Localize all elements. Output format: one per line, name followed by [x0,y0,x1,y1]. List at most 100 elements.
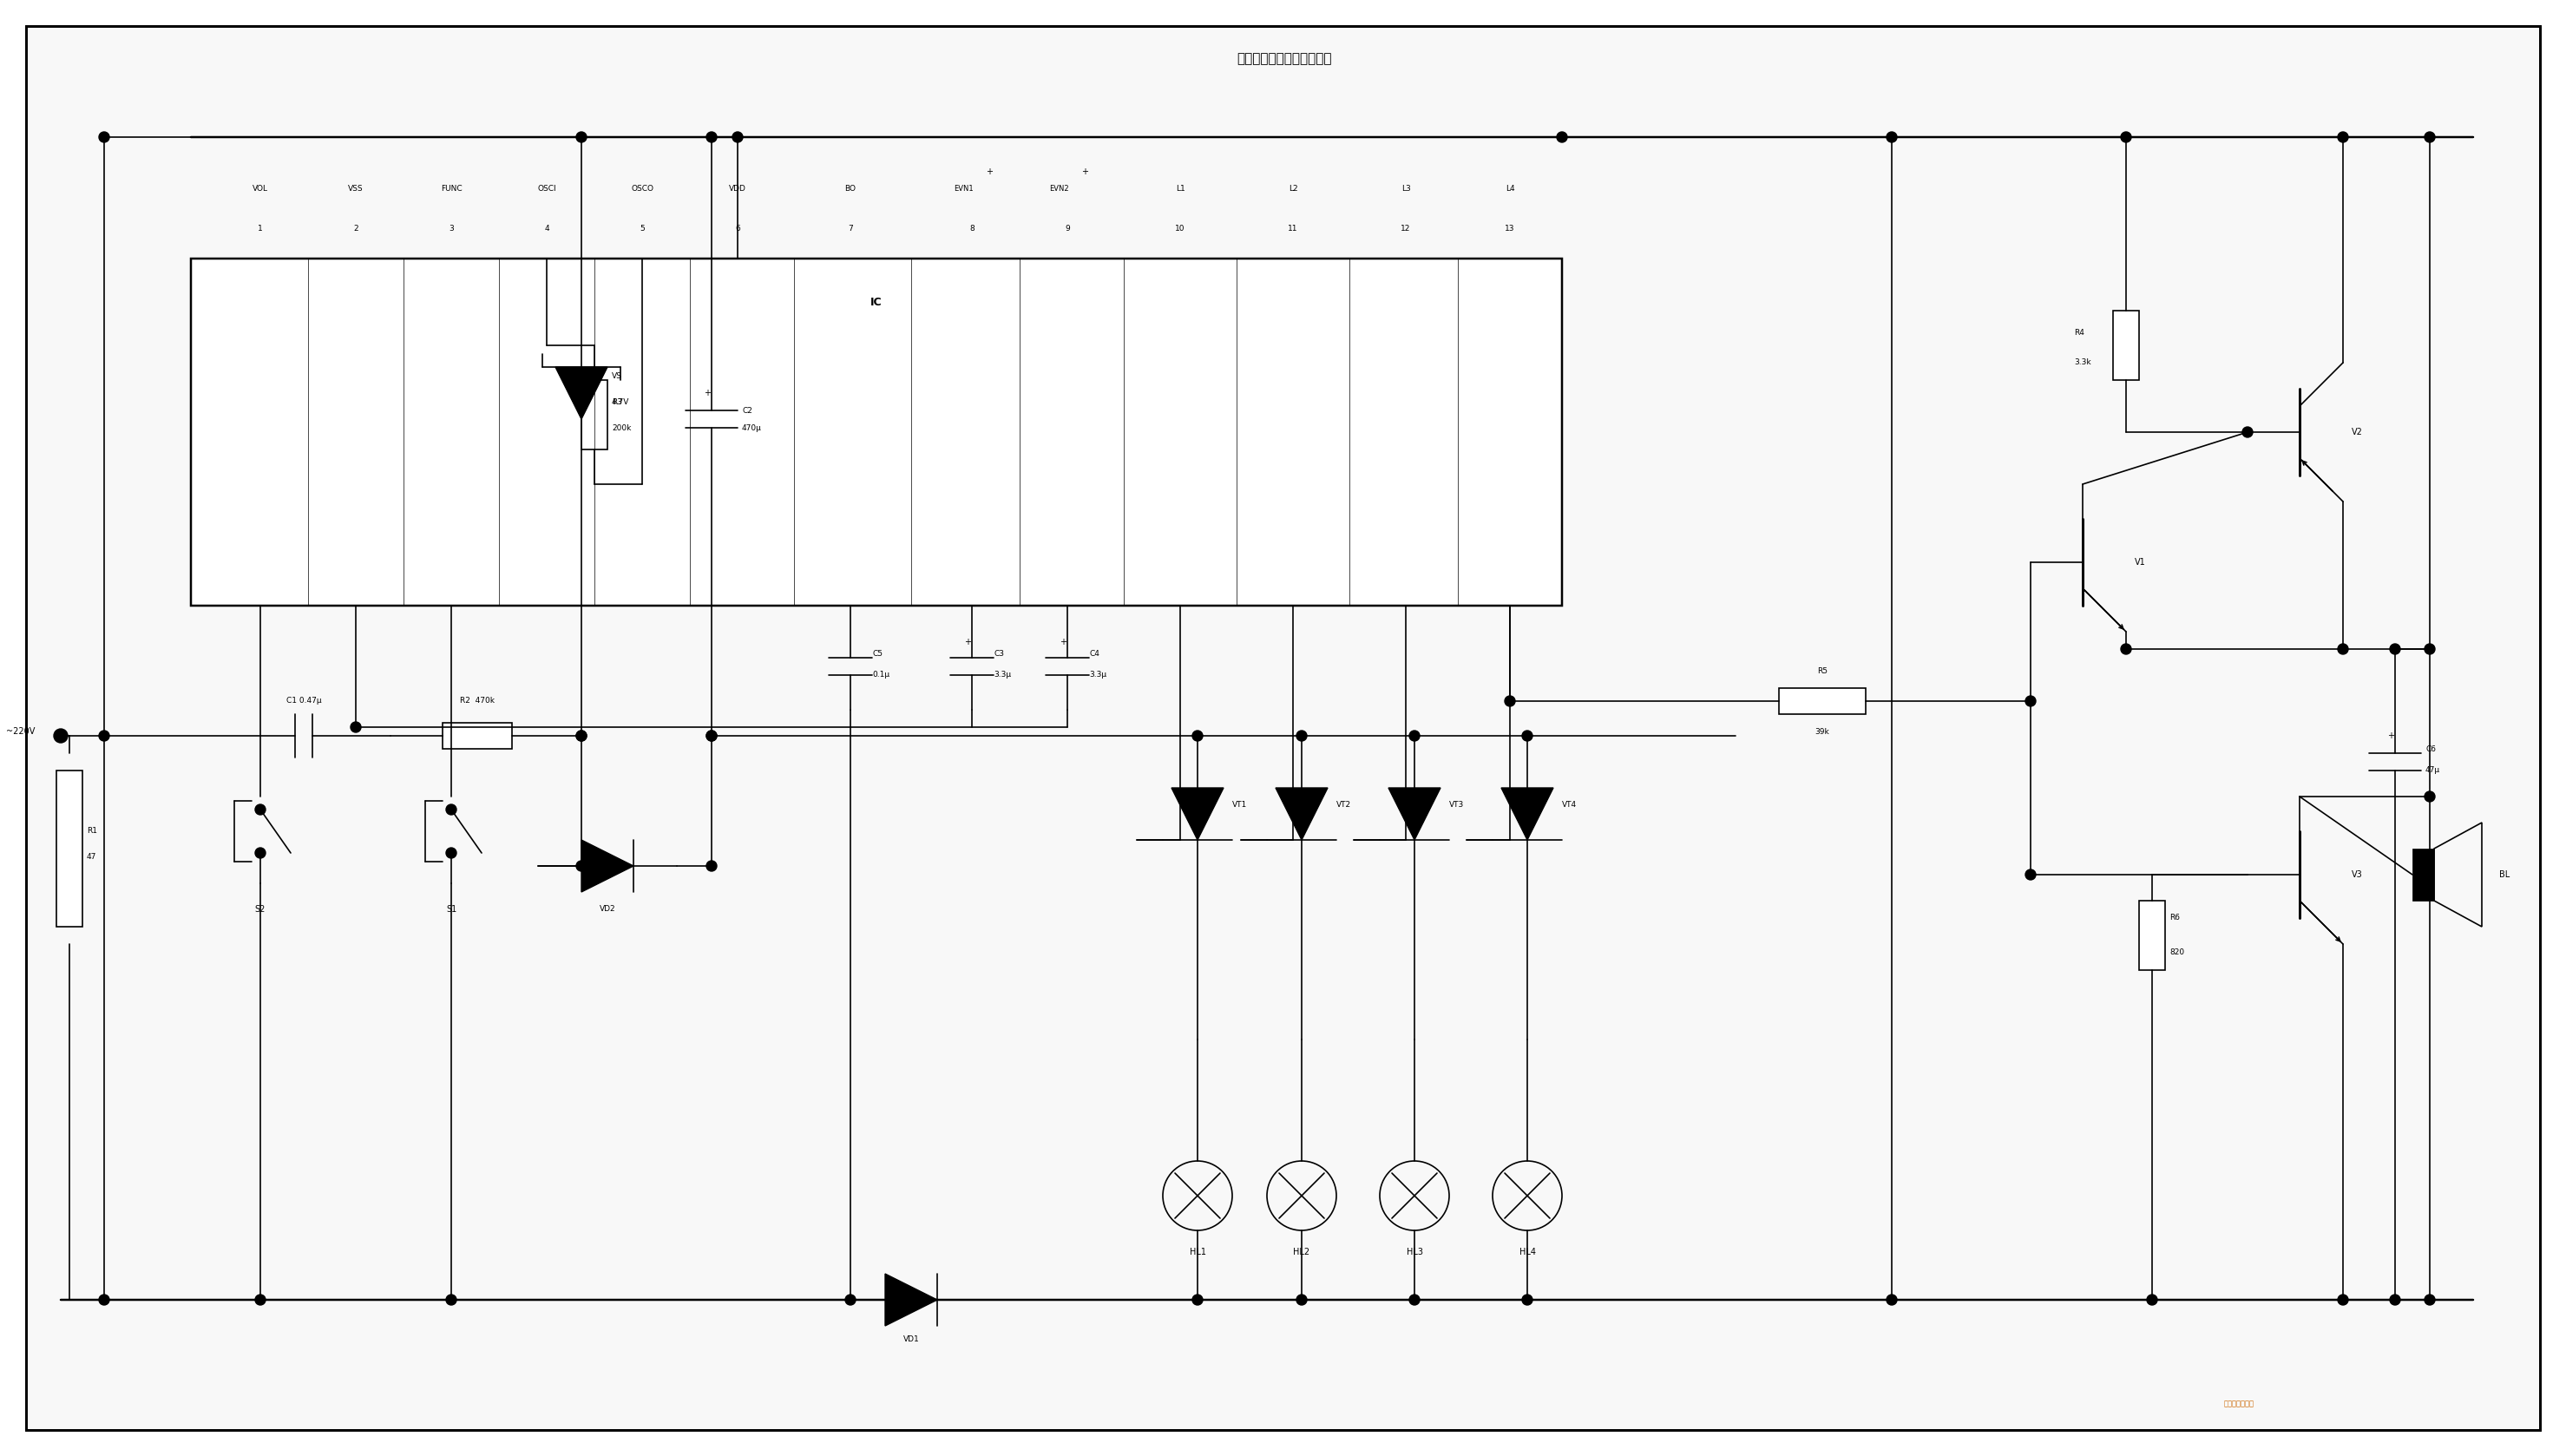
Text: L1: L1 [1175,185,1185,194]
Text: V1: V1 [2135,558,2145,566]
Circle shape [446,804,457,815]
Circle shape [254,1294,264,1305]
Circle shape [54,729,67,743]
Text: 3: 3 [449,224,454,232]
Text: 47μ: 47μ [2425,767,2440,775]
Text: 200k: 200k [611,424,631,431]
Circle shape [2338,1294,2348,1305]
Text: 39k: 39k [1814,728,1830,735]
Circle shape [706,860,716,871]
Circle shape [1504,696,1514,706]
Text: 0.1μ: 0.1μ [872,671,890,678]
Circle shape [2389,644,2399,654]
Text: FUNC: FUNC [441,185,462,194]
Text: BL: BL [2499,871,2510,879]
Circle shape [2243,427,2253,437]
Text: 2: 2 [354,224,359,232]
Text: 6: 6 [734,224,739,232]
Text: VS: VS [611,371,621,380]
Text: R4: R4 [2073,329,2084,336]
Text: IC: IC [870,297,883,307]
Polygon shape [885,1274,937,1326]
Text: ~220V: ~220V [5,727,36,735]
Text: VT3: VT3 [1450,801,1465,810]
Circle shape [1886,1294,1896,1305]
Text: R5: R5 [1817,667,1827,674]
Text: C2: C2 [742,406,752,415]
Circle shape [2425,792,2435,802]
Text: R2  470k: R2 470k [459,697,495,705]
Polygon shape [554,367,608,419]
Text: C4: C4 [1088,649,1098,657]
Circle shape [2338,644,2348,654]
Polygon shape [1388,788,1440,840]
Text: VD1: VD1 [903,1335,919,1342]
Text: 4: 4 [544,224,549,232]
Text: +: + [985,167,993,176]
Bar [1778,689,1865,713]
Circle shape [1296,1294,1306,1305]
Text: 智能彩灯控制器设计与实现: 智能彩灯控制器设计与实现 [1237,52,1332,66]
Polygon shape [1275,788,1327,840]
Circle shape [2025,869,2035,879]
Circle shape [254,847,264,858]
Bar [2112,310,2140,380]
Text: EVN1: EVN1 [955,185,973,194]
Circle shape [1522,1294,1532,1305]
Circle shape [100,731,110,741]
Circle shape [446,1294,457,1305]
Text: V3: V3 [2350,871,2363,879]
Text: 11: 11 [1288,224,1298,232]
Circle shape [100,1294,110,1305]
Circle shape [1409,731,1419,741]
Text: L4: L4 [1506,185,1514,194]
Text: 7: 7 [847,224,852,232]
Circle shape [577,731,588,741]
Bar [190,259,1563,606]
Circle shape [2338,132,2348,143]
Text: VD2: VD2 [600,906,616,913]
Text: 3.3μ: 3.3μ [993,671,1011,678]
Text: +: + [703,389,711,397]
Text: 12: 12 [1401,224,1411,232]
Text: HL2: HL2 [1293,1248,1311,1257]
Circle shape [2425,644,2435,654]
Bar [582,380,608,450]
Circle shape [446,847,457,858]
Bar [2412,849,2435,901]
Circle shape [56,731,67,741]
Text: R6: R6 [2168,914,2181,922]
Text: V2: V2 [2350,428,2363,437]
Bar [441,722,513,748]
Circle shape [2425,1294,2435,1305]
Circle shape [1886,132,1896,143]
Text: OSCI: OSCI [536,185,557,194]
Text: HL3: HL3 [1406,1248,1422,1257]
Circle shape [706,731,716,741]
Circle shape [577,731,588,741]
Text: HL4: HL4 [1519,1248,1534,1257]
Text: EVN2: EVN2 [1049,185,1067,194]
Circle shape [2122,644,2132,654]
Circle shape [706,132,716,143]
Circle shape [1193,1294,1203,1305]
Text: S2: S2 [254,906,267,914]
Circle shape [731,132,742,143]
Text: +: + [1060,638,1067,646]
Text: VT2: VT2 [1337,801,1352,810]
Text: 5: 5 [639,224,644,232]
Text: VSS: VSS [349,185,364,194]
Text: 9: 9 [1065,224,1070,232]
Text: C1 0.47μ: C1 0.47μ [285,697,321,705]
Text: 4.7V: 4.7V [611,397,629,406]
Circle shape [2148,1294,2158,1305]
Bar [56,770,82,926]
Circle shape [577,132,588,143]
Text: 1: 1 [257,224,262,232]
Polygon shape [1173,788,1224,840]
Circle shape [1409,1294,1419,1305]
Text: +: + [2386,731,2394,740]
Text: +: + [965,638,970,646]
Text: C5: C5 [872,649,883,657]
Text: L3: L3 [1401,185,1411,194]
